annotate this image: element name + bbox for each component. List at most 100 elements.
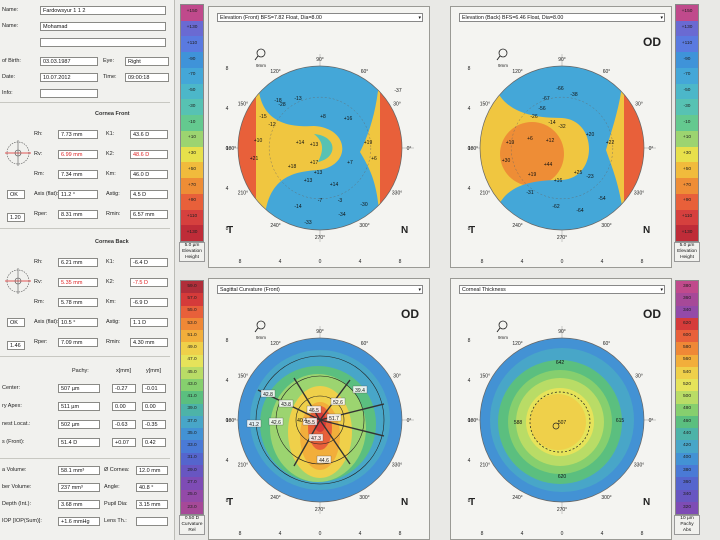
map-value: 507	[558, 420, 567, 426]
magnifier-icon[interactable]	[254, 55, 259, 61]
scale-cell: 55.0	[181, 305, 203, 318]
map-value: -12	[268, 122, 275, 128]
angle-label: 270°	[557, 507, 567, 513]
chevron-down-icon[interactable]: ▾	[660, 287, 663, 293]
elevation-front-color-scale: +150 +130 +110 -90 -70 -50 -30 -10 +10 +30 +50 +70 +…	[180, 4, 204, 242]
map-type-select[interactable]: Corneal Thickness ▾	[459, 285, 665, 294]
zoom-label: 9mm	[256, 63, 266, 68]
map-type-select[interactable]: Sagittal Curvature (Front) ▾	[217, 285, 423, 294]
map-value: -56	[538, 106, 545, 112]
y-tick-label: 8	[226, 66, 229, 72]
scale-cell: -50	[181, 83, 203, 100]
pachy-value: 502 µm	[58, 420, 100, 429]
cornea-param-value: 46.0 D	[130, 170, 168, 179]
map-value: 52.6	[333, 400, 343, 406]
curvature-value-box	[246, 419, 262, 428]
map-value: +12	[546, 138, 555, 144]
scale-cell: +30	[676, 146, 698, 163]
y-tick-label: 8	[468, 226, 471, 232]
patient-field-value[interactable]: 03.03.1987	[40, 57, 98, 66]
zoom-control[interactable]: 9mm	[496, 48, 508, 68]
scale-cell: 47.0	[181, 354, 203, 367]
chevron-down-icon[interactable]: ▾	[418, 287, 421, 293]
patient-field-label: Date:	[2, 74, 16, 80]
sagittal-curvature-map-panel[interactable]: Sagittal Curvature (Front) ▾ 90° 60° 30° 0° 33…	[208, 278, 430, 540]
map-value: -54	[598, 196, 605, 202]
scale-cell: -50	[676, 83, 698, 100]
cornea-param-label: Rper:	[34, 211, 48, 217]
patient-field-value[interactable]: 10.07.2012	[40, 73, 98, 82]
x-tick-label: 4	[279, 259, 282, 265]
pupil-outline	[529, 391, 591, 453]
corneal-map: 90° 60° 30° 0° 330° 300° 270° 240° 210° 180° 150° 1…	[468, 48, 656, 265]
pachy-x: 0.00	[112, 402, 136, 411]
cornea-param-label: K2:	[106, 279, 115, 285]
magnifier-icon[interactable]	[498, 48, 508, 58]
scale-cell: -30	[181, 99, 203, 116]
scale-cell: 31.0	[181, 452, 203, 465]
volume-value: +1.6 mmHg	[58, 517, 100, 526]
angle-label: 150°	[238, 102, 248, 108]
angle-label: 240°	[512, 223, 522, 229]
map-value: +20	[586, 132, 595, 138]
elevation-front-map-panel[interactable]: Elevation (Front) BFS=7.82 Float, Dia=8.…	[208, 6, 430, 268]
map-type-select[interactable]: Elevation (Front) BFS=7.82 Float, Dia=8.…	[217, 13, 423, 22]
y-tick-label: 8	[226, 498, 229, 504]
map-type-select[interactable]: Elevation (Back) BFS=6.46 Float, Dia=8.0…	[459, 13, 665, 22]
chevron-down-icon[interactable]: ▾	[660, 15, 663, 21]
map-boundary	[237, 337, 403, 503]
cornea-param-value: 7.09 mm	[58, 338, 98, 347]
angle-label: 60°	[361, 341, 369, 347]
zoom-control[interactable]: 9mm	[496, 320, 508, 340]
magnifier-icon[interactable]	[496, 327, 501, 333]
map-value: -62	[552, 204, 559, 210]
scale-legend-0: 5.0 µm Elevation Height	[179, 242, 205, 262]
y-tick-label: 0	[468, 418, 471, 424]
patient-field-value[interactable]	[40, 38, 166, 47]
magnifier-icon[interactable]	[254, 327, 259, 333]
angle-label: 0°	[649, 418, 654, 424]
map-value: -33	[304, 220, 311, 226]
angle-label: 240°	[270, 223, 280, 229]
cornea-param-value: 4.30 mm	[130, 338, 168, 347]
magnifier-icon[interactable]	[496, 55, 501, 61]
curvature-value-box	[326, 413, 342, 422]
x-tick-label: 8	[641, 531, 644, 537]
map-value: -13	[294, 96, 301, 102]
map-value: +13	[310, 142, 319, 148]
angle-label: 120°	[270, 341, 280, 347]
scale-cell: +10	[676, 130, 698, 147]
scale-cell: -70	[181, 67, 203, 84]
divider	[0, 356, 170, 357]
angle-label: 270°	[557, 235, 567, 241]
elevation-back-color-scale: +150 +130 +110 -90 -70 -50 -30 -10 +10 +30 +50 +70 +…	[675, 4, 699, 242]
scale-cell: +50	[676, 162, 698, 179]
patient-field-value[interactable]: Fardowsyur 1 1 2	[40, 6, 166, 15]
eye-field[interactable]: Right	[125, 57, 169, 66]
q-field-back: 1.46	[7, 341, 25, 350]
axis-diagram-front	[5, 140, 31, 166]
magnifier-icon[interactable]	[256, 320, 266, 330]
x-tick-label: 8	[239, 259, 242, 265]
angle-label: 330°	[392, 191, 402, 197]
map-boundary	[479, 65, 645, 231]
corneal-thickness-map-panel[interactable]: Corneal Thickness ▾ 90° 60° 30° 0° 330° 300° 270…	[450, 278, 672, 540]
zoom-control[interactable]: 9mm	[254, 320, 266, 340]
angle-label: 210°	[480, 463, 490, 469]
patient-field-value[interactable]	[40, 89, 98, 98]
cornea-param-value: 7.73 mm	[58, 130, 98, 139]
angle-label: 0°	[649, 146, 654, 152]
magnifier-icon[interactable]	[256, 48, 266, 58]
chevron-down-icon[interactable]: ▾	[418, 15, 421, 21]
patient-field-value[interactable]: Mohamad	[40, 22, 166, 31]
y-tick-label: 4	[226, 378, 229, 384]
scale-cell: 51.0	[181, 330, 203, 343]
zoom-control[interactable]: 9mm	[254, 48, 266, 68]
angle-label: 0°	[407, 418, 412, 424]
eye-od-label: OD	[643, 35, 661, 49]
time-field[interactable]: 09:00:18	[125, 73, 169, 82]
angle-label: 270°	[315, 235, 325, 241]
magnifier-icon[interactable]	[498, 320, 508, 330]
elevation-back-map-panel[interactable]: Elevation (Back) BFS=6.46 Float, Dia=8.0…	[450, 6, 672, 268]
map-value: 39.4	[355, 388, 365, 394]
